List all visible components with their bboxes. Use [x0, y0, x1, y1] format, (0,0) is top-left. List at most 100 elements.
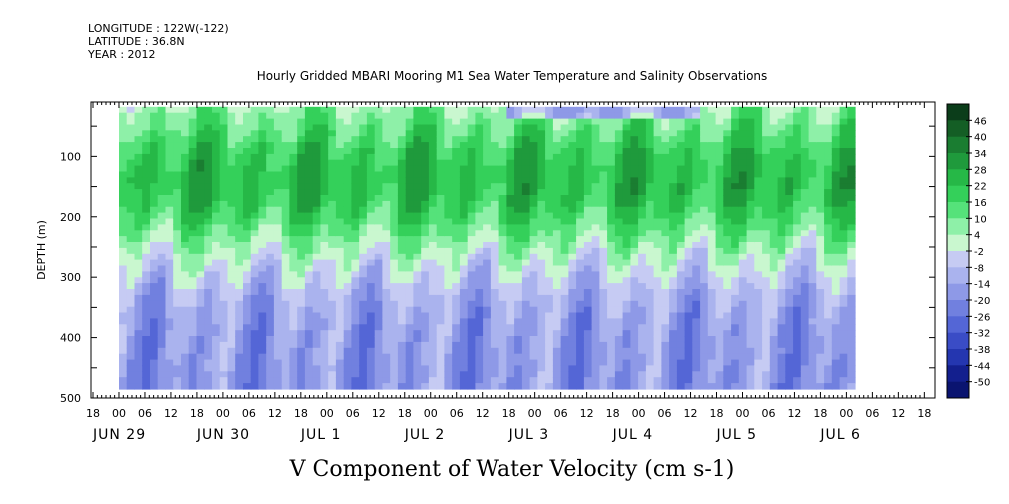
heatmap-cell: [359, 171, 368, 178]
heatmap-cell: [514, 195, 523, 202]
heatmap-cell: [382, 341, 391, 349]
heatmap-cell: [444, 377, 453, 384]
heatmap-cell: [382, 247, 391, 255]
heatmap-cell: [227, 259, 236, 267]
heatmap-cell: [684, 347, 693, 355]
heatmap-cell: [328, 300, 337, 308]
heatmap-cell: [700, 130, 709, 137]
heatmap-cell: [754, 312, 763, 319]
heatmap-cell: [444, 300, 453, 308]
heatmap-cell: [335, 159, 345, 167]
heatmap-cell: [700, 347, 709, 355]
heatmap-cell: [645, 159, 655, 167]
heatmap-cell: [196, 341, 205, 349]
heatmap-cell: [560, 247, 569, 255]
heatmap-cell: [165, 136, 174, 143]
heatmap-cell: [126, 294, 135, 302]
heatmap-cell: [816, 112, 825, 120]
heatmap-cell: [467, 148, 476, 155]
heatmap-cell: [490, 142, 500, 149]
heatmap-cell: [250, 365, 259, 372]
heatmap-cell: [397, 118, 407, 126]
heatmap-cell: [483, 336, 492, 343]
heatmap-cell: [165, 236, 174, 243]
heatmap-cell: [312, 112, 321, 120]
heatmap-cell: [297, 165, 306, 173]
heatmap-cell: [568, 106, 577, 114]
heatmap-cell: [142, 283, 151, 290]
heatmap-cell: [359, 195, 368, 202]
heatmap-cell: [452, 200, 461, 208]
heatmap-cell: [173, 353, 182, 361]
heatmap-cell: [498, 200, 507, 208]
heatmap-cell: [320, 318, 329, 325]
heatmap-cell: [808, 242, 817, 249]
heatmap-cell: [630, 183, 639, 190]
heatmap-cell: [397, 289, 407, 296]
heatmap-cell: [777, 142, 786, 149]
heatmap-cell: [723, 200, 732, 208]
heatmap-cell: [676, 224, 686, 231]
heatmap-cell: [165, 306, 174, 314]
heatmap-cell: [165, 371, 174, 378]
heatmap-cell: [800, 277, 810, 284]
heatmap-cell: [599, 189, 608, 196]
heatmap-cell: [297, 324, 306, 331]
heatmap-cell: [552, 206, 562, 214]
heatmap-cell: [831, 271, 841, 278]
heatmap-cell: [196, 153, 205, 161]
heatmap-cell: [669, 330, 678, 337]
heatmap-cell: [599, 277, 608, 284]
latitude-label: LATITUDE : 36.8N: [88, 35, 185, 48]
heatmap-cell: [498, 177, 507, 184]
heatmap-cell: [723, 289, 732, 296]
heatmap-cell: [297, 383, 306, 390]
heatmap-cell: [498, 106, 507, 114]
heatmap-cell: [359, 236, 368, 243]
heatmap-cell: [320, 148, 329, 155]
heatmap-cell: [638, 271, 647, 278]
heatmap-cell: [343, 300, 352, 308]
heatmap-cell: [452, 359, 461, 367]
heatmap-cell: [692, 289, 701, 296]
heatmap-cell: [800, 336, 810, 343]
heatmap-cell: [707, 177, 717, 184]
heatmap-cell: [831, 189, 841, 196]
heatmap-cell: [475, 347, 484, 355]
heatmap-cell: [452, 330, 461, 337]
heatmap-cell: [645, 200, 655, 208]
heatmap-cell: [459, 300, 469, 308]
heatmap-cell: [150, 106, 159, 114]
heatmap-cell: [583, 306, 593, 314]
heatmap-cell: [366, 106, 376, 114]
heatmap-cell: [785, 183, 794, 190]
heatmap-cell: [506, 312, 515, 319]
heatmap-cell: [769, 218, 779, 225]
heatmap-cell: [196, 383, 205, 390]
heatmap-cell: [196, 324, 205, 331]
heatmap-cell: [173, 318, 182, 325]
heatmap-cell: [304, 177, 314, 184]
heatmap-cell: [521, 371, 531, 378]
heatmap-cell: [800, 236, 810, 243]
heatmap-cell: [397, 312, 407, 319]
heatmap-cell: [537, 300, 546, 308]
heatmap-cell: [552, 324, 562, 331]
heatmap-cell: [831, 312, 841, 319]
heatmap-cell: [405, 283, 414, 290]
heatmap-cell: [638, 318, 647, 325]
heatmap-cell: [312, 318, 321, 325]
heatmap-cell: [227, 142, 236, 149]
heatmap-cell: [289, 247, 298, 255]
heatmap-cell: [281, 230, 290, 237]
heatmap-cell: [661, 189, 670, 196]
heatmap-cell: [204, 142, 213, 149]
heatmap-cell: [250, 124, 259, 131]
heatmap-cell: [397, 183, 407, 190]
heatmap-cell: [529, 271, 538, 278]
heatmap-cell: [545, 300, 554, 308]
heatmap-cell: [645, 365, 655, 372]
heatmap-cell: [413, 224, 422, 231]
heatmap-cell: [281, 224, 290, 231]
heatmap-cell: [289, 271, 298, 278]
